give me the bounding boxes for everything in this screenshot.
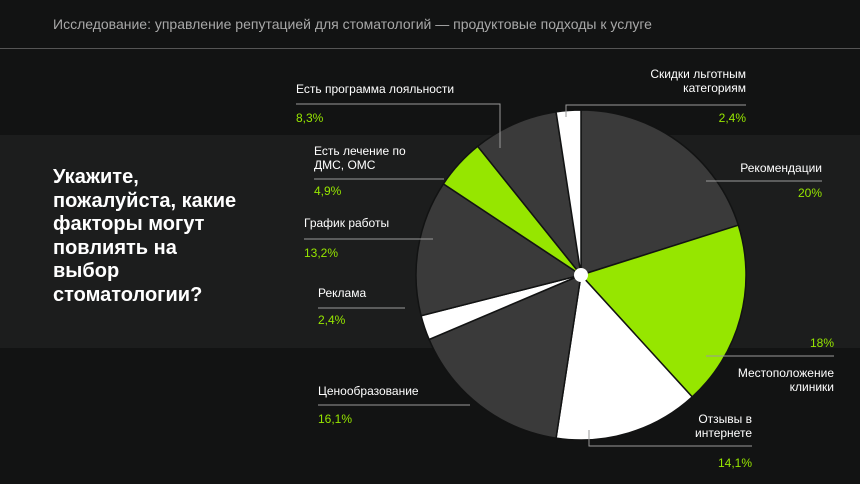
pie-slice-1 bbox=[579, 224, 747, 398]
survey-question: Укажите, пожалуйста, какие факторы могут… bbox=[53, 166, 237, 306]
slice-value-reviews: 14,1% bbox=[717, 456, 752, 470]
leader-lines bbox=[296, 103, 834, 447]
pie-slice-3 bbox=[428, 273, 582, 439]
slice-value-discounts: 2,4% bbox=[718, 111, 746, 125]
slice-value-location: 18% bbox=[809, 336, 834, 350]
header-divider bbox=[0, 48, 860, 49]
slice-value-pricing: 16,1% bbox=[318, 412, 353, 426]
pie-slice-7 bbox=[476, 111, 583, 278]
slice-label-dms: Есть лечение по ДМС, ОМС bbox=[314, 144, 406, 172]
pie-slice-8 bbox=[555, 109, 582, 276]
page-title: Исследование: управление репутацией для … bbox=[53, 16, 652, 32]
slice-label-ads: Реклама bbox=[318, 286, 367, 300]
pie-center-dot bbox=[574, 268, 588, 282]
slice-label-pricing: Ценообразование bbox=[318, 384, 419, 398]
slice-value-ads: 2,4% bbox=[318, 313, 346, 327]
pie-slice-2 bbox=[555, 273, 694, 441]
pie-slice-5 bbox=[415, 182, 583, 317]
slice-label-loyalty: Есть программа лояльности bbox=[296, 82, 455, 96]
slice-label-recommendations: Рекомендации bbox=[740, 161, 822, 175]
slice-label-reviews: Отзывы в интернете bbox=[695, 412, 752, 440]
slice-label-schedule: График работы bbox=[304, 216, 390, 230]
slice-label-location: Местоположение клиники bbox=[737, 366, 834, 394]
slice-value-schedule: 13,2% bbox=[304, 246, 339, 260]
slice-value-loyalty: 8,3% bbox=[296, 111, 324, 125]
slice-label-discounts: Скидки льготным категориям bbox=[650, 67, 746, 95]
pie-slice-0 bbox=[580, 109, 740, 277]
slice-value-dms: 4,9% bbox=[314, 184, 342, 198]
slice-value-recommendations: 20% bbox=[797, 186, 822, 200]
